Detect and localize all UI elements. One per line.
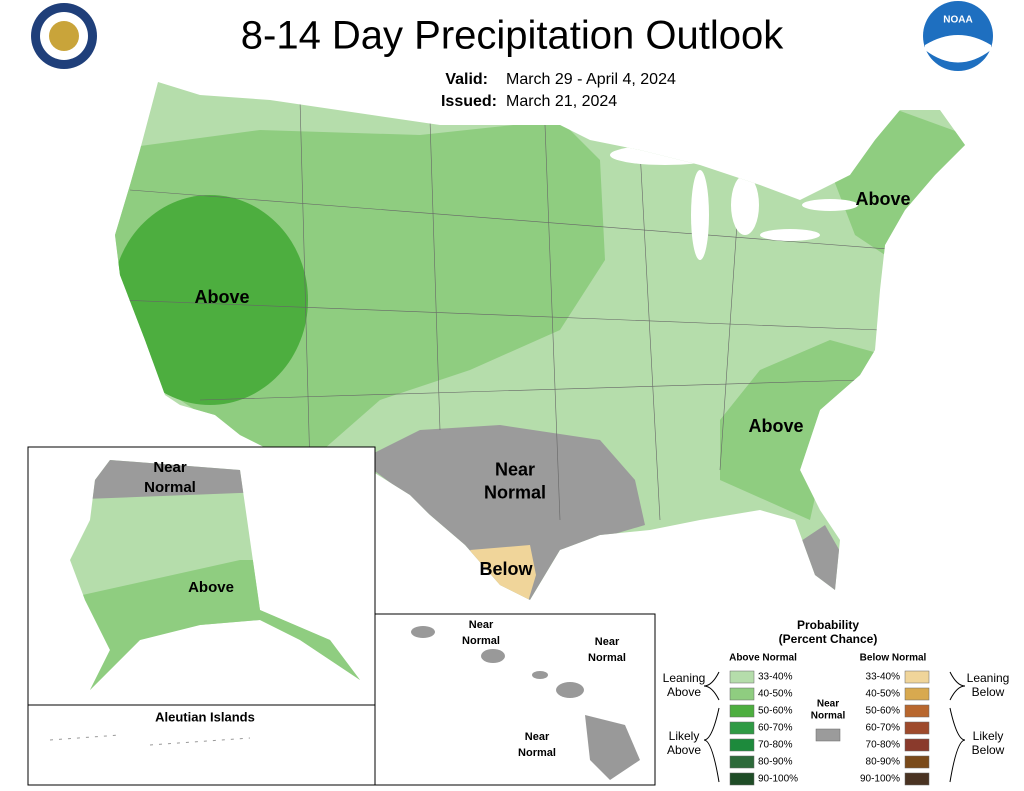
legend-swatch [904, 704, 930, 718]
legend-range: 90-100% [860, 774, 900, 785]
legend-range: 90-100% [758, 774, 798, 785]
legend-swatch [729, 755, 755, 769]
label-line: Below [972, 743, 1005, 757]
legend-range: 33-40% [866, 672, 901, 683]
legend-range: 60-70% [866, 723, 901, 734]
conus [115, 82, 965, 600]
label-line: (Percent Chance) [779, 632, 878, 646]
valid-dates: March 29 - April 4, 2024 [506, 71, 676, 88]
legend-swatch [904, 721, 930, 735]
legend-range: 50-60% [758, 706, 793, 717]
legend-range: 70-80% [866, 740, 901, 751]
label-line: Likely [973, 729, 1004, 743]
label-line: Likely [669, 729, 700, 743]
label-line: Near [469, 619, 494, 631]
legend-swatch [904, 772, 930, 786]
label-line: Near [153, 459, 187, 476]
label-line: Normal [811, 711, 846, 722]
legend-range: 80-90% [758, 757, 793, 768]
label-line: Above [194, 287, 249, 307]
aleutian-label: Aleutian Islands [155, 709, 255, 724]
label-line: Normal [588, 652, 626, 664]
label-line: Below [972, 685, 1005, 699]
label-line: Normal [518, 747, 556, 759]
legend-swatch [729, 738, 755, 752]
legend-swatch [815, 728, 841, 742]
label-line: Near [495, 459, 535, 479]
label-line: Leaning [967, 671, 1010, 685]
legend-range: 40-50% [866, 689, 901, 700]
label-line: Above [667, 685, 701, 699]
noaa-logo: NOAA [923, 1, 993, 71]
legend-swatch [904, 738, 930, 752]
legend-header: Above Normal [729, 653, 797, 664]
label-line: Near [525, 731, 550, 743]
legend-swatch [729, 704, 755, 718]
legend-range: 33-40% [758, 672, 793, 683]
label-line: Normal [484, 482, 546, 502]
legend-range: 50-60% [866, 706, 901, 717]
legend-range: 60-70% [758, 723, 793, 734]
label-line: Above [748, 416, 803, 436]
label-line: Normal [144, 479, 196, 496]
label-line: Above [188, 579, 234, 596]
issued-date: March 21, 2024 [506, 93, 617, 110]
hawaii-islands [411, 626, 640, 780]
valid-label: Valid: [445, 71, 488, 88]
issued-label: Issued: [441, 93, 497, 110]
noaa-text: NOAA [943, 15, 972, 26]
label-line: Near [817, 699, 839, 710]
label-line: Normal [462, 635, 500, 647]
legend-swatch [729, 687, 755, 701]
label-line: Leaning [663, 671, 706, 685]
legend-range: 70-80% [758, 740, 793, 751]
label-line: Probability [797, 618, 859, 632]
seal [31, 3, 97, 69]
legend-swatch [729, 772, 755, 786]
label-line: Below [479, 559, 533, 579]
legend-braces [703, 671, 966, 783]
legend-swatch [904, 670, 930, 684]
title: 8-14 Day Precipitation Outlook [241, 14, 785, 58]
label-line: Above [855, 189, 910, 209]
legend-swatch [729, 670, 755, 684]
legend-swatch [729, 721, 755, 735]
label-line: Above [667, 743, 701, 757]
legend-range: 40-50% [758, 689, 793, 700]
aleutian-inset [27, 704, 376, 786]
legend-range: 80-90% [866, 757, 901, 768]
legend-swatch [904, 687, 930, 701]
legend-swatch [904, 755, 930, 769]
aleutian-islands [49, 734, 251, 746]
label-line: Near [595, 636, 620, 648]
legend-header: Below Normal [860, 653, 927, 664]
